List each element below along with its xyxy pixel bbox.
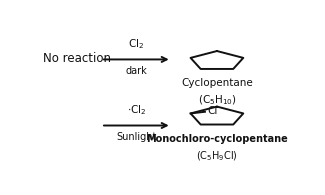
Text: No reaction: No reaction (43, 52, 111, 65)
Text: Cl$_2$: Cl$_2$ (128, 37, 144, 51)
Text: Monochloro-cyclopentane: Monochloro-cyclopentane (146, 134, 288, 144)
Text: dark: dark (125, 66, 147, 76)
Text: (C$_5$H$_9$Cl): (C$_5$H$_9$Cl) (196, 149, 238, 162)
Text: Sunlight: Sunlight (116, 132, 157, 142)
Text: Cl: Cl (207, 106, 217, 116)
Text: (C$_5$H$_{10}$): (C$_5$H$_{10}$) (198, 93, 236, 107)
Text: Cyclopentane: Cyclopentane (181, 78, 253, 88)
Text: $\cdot$Cl$_2$: $\cdot$Cl$_2$ (127, 103, 146, 117)
